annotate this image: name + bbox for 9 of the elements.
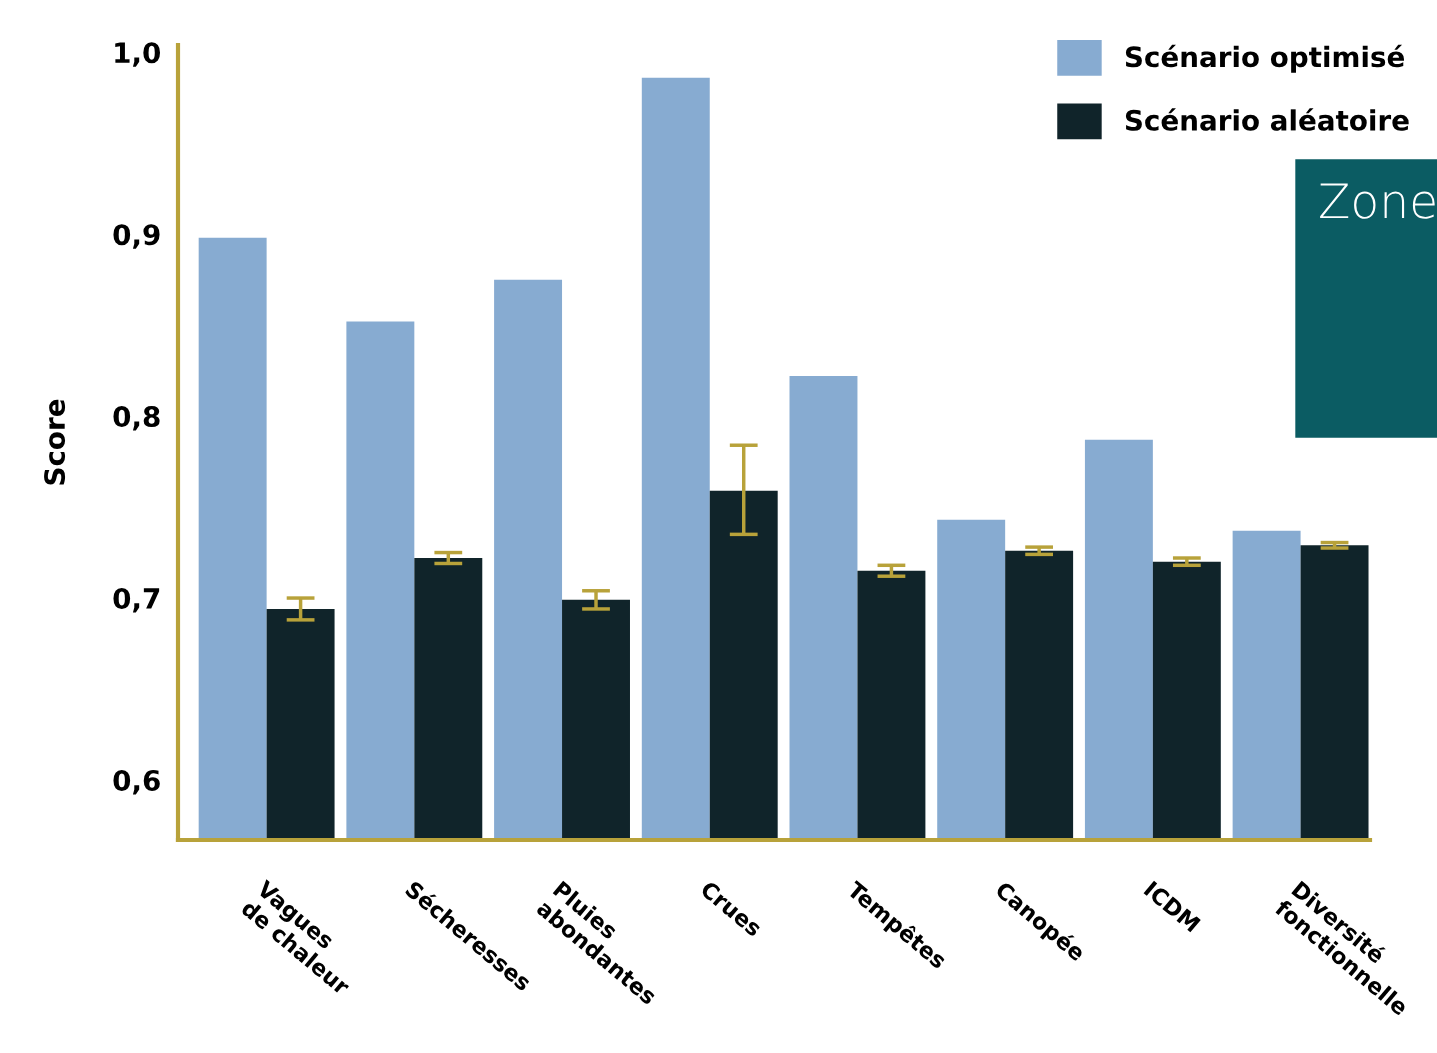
y-tick-label: 1,0: [115, 42, 161, 67]
y-tick-label: 0,6: [113, 769, 160, 795]
y-tick-label: 0,7: [113, 587, 160, 613]
y-tick-label: 0,9: [113, 224, 160, 249]
legend-label: Scénario aléatoire: [1125, 108, 1409, 131]
legend-label: Scénario optimisé: [1125, 44, 1404, 73]
y-tick-label: 0,8: [113, 406, 160, 431]
y-axis-title: Score: [44, 399, 66, 485]
annotation: Zone: [1320, 183, 1435, 219]
